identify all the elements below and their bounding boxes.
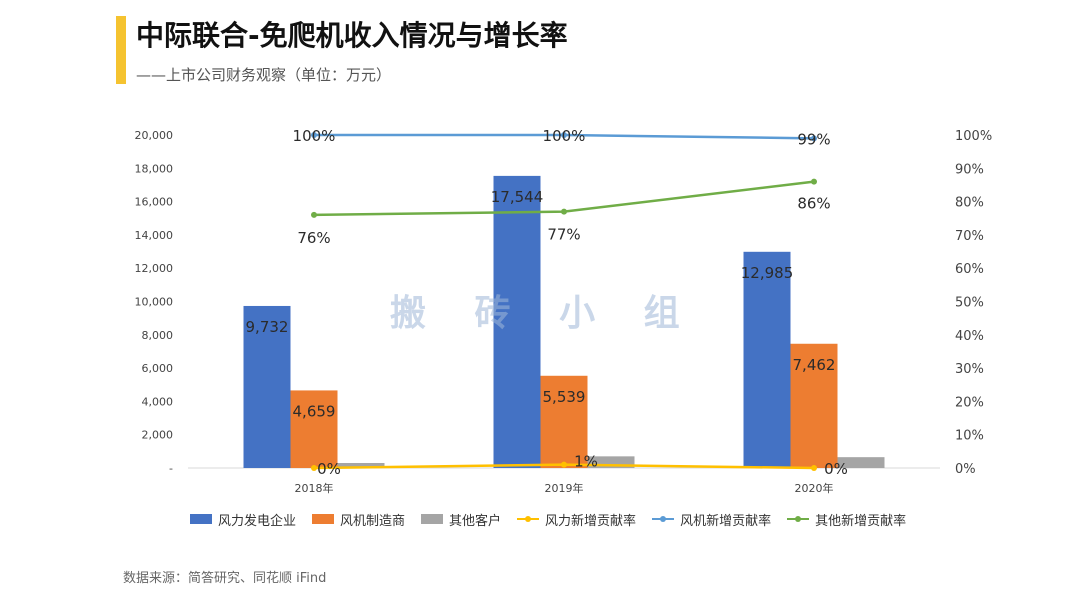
line-point-3 — [311, 211, 317, 218]
y-left-tick-label: 2,000 — [142, 429, 174, 442]
bar-1-2020年 — [743, 251, 791, 468]
line-point-1 — [811, 465, 817, 471]
bar-data-label: 7,462 — [793, 356, 836, 374]
y-right-tick-label: 100% — [955, 129, 992, 144]
bar-2-2020年 — [790, 343, 838, 468]
page-title: 中际联合-免爬机收入情况与增长率 — [136, 19, 568, 52]
y-left-tick-label: - — [169, 462, 173, 475]
y-left-tick-label: 6,000 — [142, 362, 174, 375]
legend-item: 风力发电企业 — [190, 510, 296, 529]
x-tick-label: 2019年 — [545, 481, 584, 495]
legend-item: 风力新增贡献率 — [517, 510, 636, 529]
line-point-3 — [561, 208, 567, 215]
y-left-tick-label: 16,000 — [135, 196, 174, 209]
line-point-1 — [561, 461, 567, 468]
legend-item: 风机制造商 — [312, 510, 405, 529]
legend-swatch — [652, 516, 675, 522]
line-data-label: 100% — [293, 127, 336, 145]
y-right-tick-label: 90% — [955, 162, 984, 177]
line-data-label: 100% — [543, 127, 586, 145]
legend-marker — [660, 516, 667, 522]
y-right-tick-label: 70% — [955, 229, 984, 244]
line-data-label: 1% — [574, 453, 598, 471]
legend-item: 其他新增贡献率 — [787, 510, 906, 529]
y-right-tick-label: 50% — [955, 296, 984, 311]
y-right-tick-label: 0% — [955, 462, 976, 477]
title-accent-bar — [116, 16, 126, 84]
legend-label: 其他新增贡献率 — [815, 513, 907, 529]
y-left-tick-label: 20,000 — [135, 129, 174, 142]
bar-data-label: 12,985 — [741, 264, 794, 282]
data-source-note: 数据来源：简答研究、同花顺 iFind — [123, 571, 327, 586]
watermark-text: 搬 砖 小 组 — [390, 293, 698, 334]
legend-label: 风机制造商 — [340, 513, 406, 529]
line-data-label: 76% — [297, 229, 330, 247]
chart-legend: 风力发电企业 风机制造商 其他客户 风力新增贡献率 风机新增贡献率 其他新增贡献率 — [190, 508, 922, 530]
bar-3-2020年 — [837, 457, 885, 468]
line-data-label: 0% — [317, 460, 341, 478]
line-data-label: 77% — [547, 226, 580, 244]
y-right-tick-label: 40% — [955, 329, 984, 344]
y-left-tick-label: 12,000 — [135, 262, 174, 275]
y-right-tick-label: 10% — [955, 429, 984, 444]
bar-data-label: 5,539 — [543, 388, 586, 406]
legend-swatch — [517, 516, 540, 522]
y-left-tick-label: 10,000 — [135, 296, 174, 309]
y-right-tick-label: 20% — [955, 395, 984, 410]
line-data-label: 0% — [824, 460, 848, 478]
bar-data-label: 17,544 — [491, 188, 544, 206]
legend-swatch — [312, 514, 335, 524]
y-left-tick-label: 14,000 — [135, 229, 174, 242]
y-right-tick-label: 30% — [955, 362, 984, 377]
x-tick-label: 2018年 — [295, 481, 334, 495]
line-data-label: 99% — [797, 130, 830, 148]
line-point-2 — [561, 132, 567, 138]
line-point-1 — [311, 465, 317, 471]
legend-swatch — [787, 516, 810, 522]
bar-1-2019年 — [493, 175, 541, 468]
bar-1-2018年 — [243, 305, 291, 468]
y-right-tick-label: 60% — [955, 262, 984, 277]
bar-3-2018年 — [337, 463, 385, 468]
legend-label: 风力新增贡献率 — [545, 513, 637, 529]
bar-2-2018年 — [290, 390, 338, 468]
legend-swatch — [421, 514, 444, 524]
line-point-2 — [311, 132, 317, 138]
legend-item: 风机新增贡献率 — [652, 510, 771, 529]
legend-label: 其他客户 — [449, 513, 502, 529]
bar-data-label: 9,732 — [246, 318, 289, 336]
line-point-2 — [811, 135, 817, 142]
legend-marker — [795, 516, 802, 522]
legend-label: 风机新增贡献率 — [680, 513, 772, 529]
legend-marker — [525, 516, 532, 522]
bar-data-label: 4,659 — [293, 402, 336, 420]
y-left-tick-label: 18,000 — [135, 162, 174, 175]
bar-3-2019年 — [587, 456, 635, 468]
y-right-tick-label: 80% — [955, 196, 984, 211]
bar-2-2019年 — [540, 375, 588, 468]
y-left-tick-label: 8,000 — [142, 329, 174, 342]
y-left-tick-label: 4,000 — [142, 395, 174, 408]
legend-swatch — [190, 514, 212, 524]
line-point-3 — [811, 178, 817, 185]
legend-label: 风力发电企业 — [218, 513, 297, 529]
x-tick-label: 2020年 — [795, 481, 834, 495]
legend-item: 其他客户 — [421, 510, 501, 529]
page-subtitle: ——上市公司财务观察（单位：万元） — [136, 66, 392, 84]
line-data-label: 86% — [797, 195, 830, 213]
